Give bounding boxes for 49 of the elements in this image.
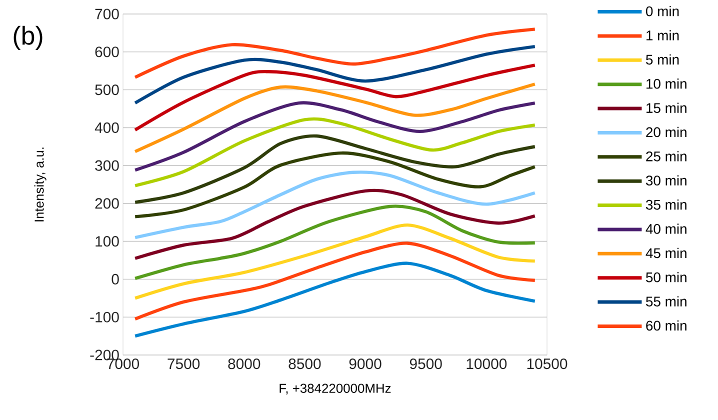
line-series xyxy=(134,134,536,204)
legend-label: 60 min xyxy=(646,320,686,331)
legend-label: 55 min xyxy=(646,296,686,306)
y-tick-label: 500 xyxy=(95,84,119,96)
line-series xyxy=(134,204,536,280)
x-tick-label: 8000 xyxy=(228,358,260,370)
legend-label: 25 min xyxy=(646,151,686,162)
y-tick-label: 700 xyxy=(95,8,119,20)
y-tick-label: -100 xyxy=(90,312,119,322)
y-tick-label: 400 xyxy=(94,122,119,133)
legend-label: 50 min xyxy=(646,272,686,282)
line-series xyxy=(134,170,536,240)
y-tick-label: -200 xyxy=(90,350,119,360)
text: (b) xyxy=(14,26,42,50)
line-series xyxy=(134,28,536,79)
line-series xyxy=(134,242,536,321)
y-tick-label: 600 xyxy=(95,46,119,58)
legend-label: 30 min xyxy=(646,175,686,186)
legend-label: 20 min xyxy=(646,126,686,138)
x-tick-label: 8500 xyxy=(288,358,321,370)
legend-label: 40 min xyxy=(646,224,686,234)
x-axis-title: F, +384220000MHz xyxy=(280,384,391,394)
line-series xyxy=(134,188,536,260)
legend-label: 15 min xyxy=(646,102,686,113)
y-axis-title: Intensity, a.u. xyxy=(34,148,46,222)
line-series xyxy=(134,262,536,338)
x-tick-label: 9500 xyxy=(410,358,442,370)
legend-label: 0 min xyxy=(646,6,679,16)
x-tick-label: 10000 xyxy=(466,358,507,370)
line-series xyxy=(134,44,536,105)
line-series xyxy=(134,223,536,300)
line-series xyxy=(134,151,536,218)
x-tick-label: 10500 xyxy=(527,358,568,370)
y-tick-label: 200 xyxy=(95,198,119,209)
x-tick-label: 7000 xyxy=(107,358,140,370)
y-tick-label: 100 xyxy=(96,236,119,247)
line-series xyxy=(134,101,536,172)
line-series xyxy=(134,117,536,188)
legend-label: 35 min xyxy=(646,199,686,210)
x-tick-label: 7500 xyxy=(168,358,200,370)
legend-label: 45 min xyxy=(646,248,686,258)
line-series xyxy=(134,82,536,154)
legend-label: 5 min xyxy=(646,54,679,65)
x-tick-label: 9000 xyxy=(349,358,382,370)
legend-label: 10 min xyxy=(646,78,686,89)
legend-label: 1 min xyxy=(646,30,679,40)
y-tick-label: 300 xyxy=(95,160,119,171)
y-tick-label: 0 xyxy=(112,274,119,285)
line-series xyxy=(134,64,536,132)
